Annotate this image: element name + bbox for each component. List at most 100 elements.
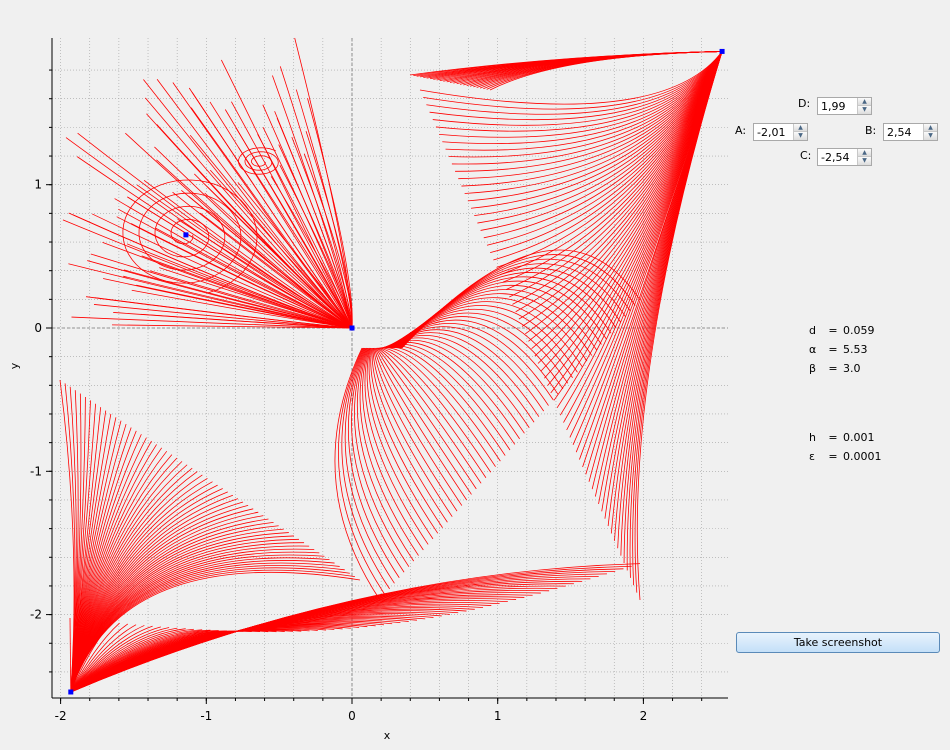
trajectory-line — [368, 347, 439, 534]
trajectory-line — [467, 51, 723, 202]
trajectory-line — [125, 132, 353, 329]
stat-equals: = — [828, 362, 838, 375]
x-tick-label: 0 — [348, 709, 356, 723]
trajectory-line — [423, 51, 723, 110]
trajectory-line — [483, 51, 723, 239]
trajectory-line — [374, 347, 467, 501]
spin-down-icon[interactable]: ▼ — [924, 132, 937, 140]
spin-down-icon[interactable]: ▼ — [858, 157, 871, 165]
y-tick-label: 0 — [34, 321, 42, 335]
trajectory-line — [231, 101, 353, 329]
param-c-spinbox[interactable]: -2,54 ▲ ▼ — [817, 148, 872, 166]
stat-value: 0.059 — [843, 324, 875, 337]
param-d-label: D: — [798, 97, 811, 110]
param-d-spinbox[interactable]: 1,99 ▲ ▼ — [817, 97, 872, 115]
trajectory-line — [122, 179, 258, 294]
param-b-spinbox[interactable]: 2,54 ▲ ▼ — [883, 123, 938, 141]
param-b-value[interactable]: 2,54 — [887, 126, 912, 139]
trajectory-line — [272, 75, 353, 329]
trajectory-line — [499, 51, 723, 276]
spin-up-icon[interactable]: ▲ — [858, 98, 871, 106]
trajectory-line — [70, 627, 170, 693]
trajectory-line — [70, 571, 361, 693]
trajectory-line — [70, 624, 137, 693]
trajectory-line — [496, 51, 723, 268]
trajectory-line — [375, 347, 472, 495]
x-tick-label: 1 — [494, 709, 502, 723]
stat-equals: = — [828, 450, 838, 463]
param-a-spin-buttons: ▲ ▼ — [793, 124, 807, 140]
trajectory-line — [70, 622, 120, 693]
trajectory-line — [334, 347, 381, 601]
trajectory-line — [172, 82, 353, 329]
param-d-spin-buttons: ▲ ▼ — [857, 98, 871, 114]
trajectory-line — [69, 617, 72, 692]
trajectory-line — [146, 113, 353, 329]
param-d-value[interactable]: 1,99 — [821, 100, 846, 113]
label-layer: x y -2 -1 0 1 2 -2 -1 0 1 — [8, 178, 647, 742]
trajectory-line — [209, 101, 353, 329]
trajectory-line — [372, 347, 453, 517]
equilibrium-point — [68, 689, 74, 695]
trajectory-line — [338, 347, 386, 595]
stat-value: 3.0 — [843, 362, 861, 375]
trajectory-line — [359, 347, 419, 556]
trajectory-line — [464, 51, 723, 194]
spin-up-icon[interactable]: ▲ — [858, 149, 871, 157]
plot-svg: x y -2 -1 0 1 2 -2 -1 0 1 — [8, 37, 728, 742]
trajectory-line — [62, 219, 353, 329]
trajectory-layer — [59, 37, 723, 693]
param-a-spinbox[interactable]: -2,01 ▲ ▼ — [753, 123, 808, 141]
trajectory-line — [70, 625, 153, 693]
trajectory-line — [70, 625, 145, 693]
y-tick-label: -1 — [30, 464, 42, 478]
trajectory-line — [445, 51, 723, 151]
y-axis-label: y — [8, 362, 21, 369]
trajectory-line — [371, 347, 448, 523]
trajectory-line — [486, 51, 723, 246]
param-b-label: B: — [865, 124, 877, 137]
param-c-spin-buttons: ▲ ▼ — [857, 149, 871, 165]
trajectory-line — [92, 213, 353, 329]
trajectory-line — [451, 51, 723, 165]
trajectory-line — [65, 137, 353, 329]
stat-equals: = — [828, 431, 838, 444]
trajectory-line — [70, 563, 641, 693]
trajectory-line — [76, 156, 353, 329]
stat-epsilon: ε = 0.0001 — [802, 437, 882, 463]
spin-down-icon[interactable]: ▼ — [794, 132, 807, 140]
trajectory-line — [70, 626, 161, 693]
trajectory-line — [429, 51, 723, 121]
spin-up-icon[interactable]: ▲ — [794, 124, 807, 132]
param-c-value[interactable]: -2,54 — [821, 151, 850, 164]
x-tick-label: 2 — [640, 709, 648, 723]
trajectory-line — [145, 97, 353, 329]
trajectory-line — [455, 51, 723, 172]
param-a-value[interactable]: -2,01 — [757, 126, 786, 139]
trajectory-line — [376, 347, 477, 490]
trajectory-line — [442, 51, 723, 144]
trajectory-line — [448, 51, 723, 158]
trajectory-line — [378, 347, 487, 478]
stat-symbol: d — [809, 324, 816, 337]
spin-down-icon[interactable]: ▼ — [858, 106, 871, 114]
trajectory-line — [380, 347, 501, 462]
trajectory-line — [71, 316, 353, 329]
trajectory-line — [143, 180, 353, 329]
param-b-spin-buttons: ▲ ▼ — [923, 124, 937, 140]
trajectory-line — [294, 37, 353, 329]
trajectory-line — [136, 184, 353, 329]
take-screenshot-button[interactable]: Take screenshot — [736, 632, 940, 653]
trajectory-line — [113, 312, 353, 329]
trajectory-line — [509, 51, 723, 298]
spin-up-icon[interactable]: ▲ — [924, 124, 937, 132]
trajectory-line — [191, 92, 353, 329]
x-tick-label: -2 — [55, 709, 67, 723]
trajectory-line — [470, 51, 723, 209]
y-tick-label: -2 — [30, 608, 42, 622]
trajectory-line — [341, 347, 390, 590]
trajectory-line — [489, 51, 723, 91]
trajectory-line — [366, 347, 434, 540]
trajectory-line — [374, 347, 463, 506]
param-a-label: A: — [735, 124, 747, 137]
